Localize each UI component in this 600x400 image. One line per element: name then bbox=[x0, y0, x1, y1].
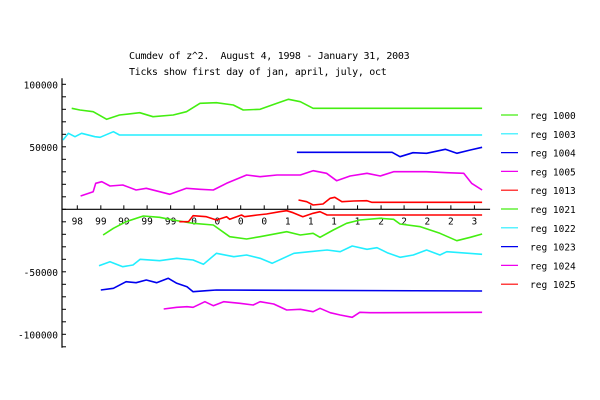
x-tick-label: 98 bbox=[72, 216, 84, 227]
y-tick-label: 50000 bbox=[29, 143, 58, 154]
legend-label: reg 1004 bbox=[530, 149, 576, 160]
series-line-reg-1023 bbox=[100, 277, 483, 293]
legend-label: reg 1021 bbox=[530, 205, 576, 216]
x-tick-label: 2 bbox=[424, 216, 430, 227]
x-tick-label: 1 bbox=[331, 216, 337, 227]
x-tick-label: 99 bbox=[118, 216, 130, 227]
x-tick-label: 0 bbox=[215, 216, 221, 227]
series-line-reg-1013 bbox=[298, 196, 483, 206]
x-tick-label: 3 bbox=[472, 216, 478, 227]
legend-label: reg 1003 bbox=[530, 130, 576, 141]
legend-label: reg 1024 bbox=[530, 261, 576, 272]
x-tick-label: 0 bbox=[261, 216, 267, 227]
y-tick-label: -100000 bbox=[18, 330, 58, 341]
x-tick-label: 2 bbox=[378, 216, 384, 227]
y-tick-label: -50000 bbox=[24, 268, 59, 279]
series-line-reg-1025 bbox=[179, 209, 483, 223]
chart-subtitle: Ticks show first day of jan, april, july… bbox=[129, 67, 387, 78]
series-line-reg-1003 bbox=[62, 130, 483, 141]
legend-label: reg 1023 bbox=[530, 243, 576, 254]
legend-label: reg 1000 bbox=[530, 111, 576, 122]
x-tick-label: 99 bbox=[141, 216, 153, 227]
series-line-reg-1022 bbox=[98, 245, 483, 268]
chart-title: Cumdev of z^2. August 4, 1998 - January … bbox=[129, 51, 410, 62]
series-line-reg-1000 bbox=[71, 98, 483, 121]
x-tick-label: 0 bbox=[238, 216, 244, 227]
series-line-reg-1004 bbox=[296, 146, 483, 158]
legend-label: reg 1005 bbox=[530, 167, 576, 178]
x-tick-label: 2 bbox=[448, 216, 454, 227]
series-line-reg-1005 bbox=[80, 169, 483, 197]
legend-label: reg 1013 bbox=[530, 186, 576, 197]
legend-label: reg 1022 bbox=[530, 224, 576, 235]
series-line-reg-1021 bbox=[102, 215, 483, 242]
series-line-reg-1024 bbox=[163, 300, 483, 319]
x-tick-label: 99 bbox=[95, 216, 107, 227]
x-tick-label: 0 bbox=[191, 216, 197, 227]
x-tick-label: 1 bbox=[355, 216, 361, 227]
legend-label: reg 1025 bbox=[530, 280, 576, 291]
x-tick-label: 1 bbox=[308, 216, 314, 227]
x-tick-label: 1 bbox=[285, 216, 291, 227]
x-tick-label: 99 bbox=[165, 216, 177, 227]
y-tick-label: 100000 bbox=[24, 80, 59, 91]
x-tick-label: 2 bbox=[401, 216, 407, 227]
